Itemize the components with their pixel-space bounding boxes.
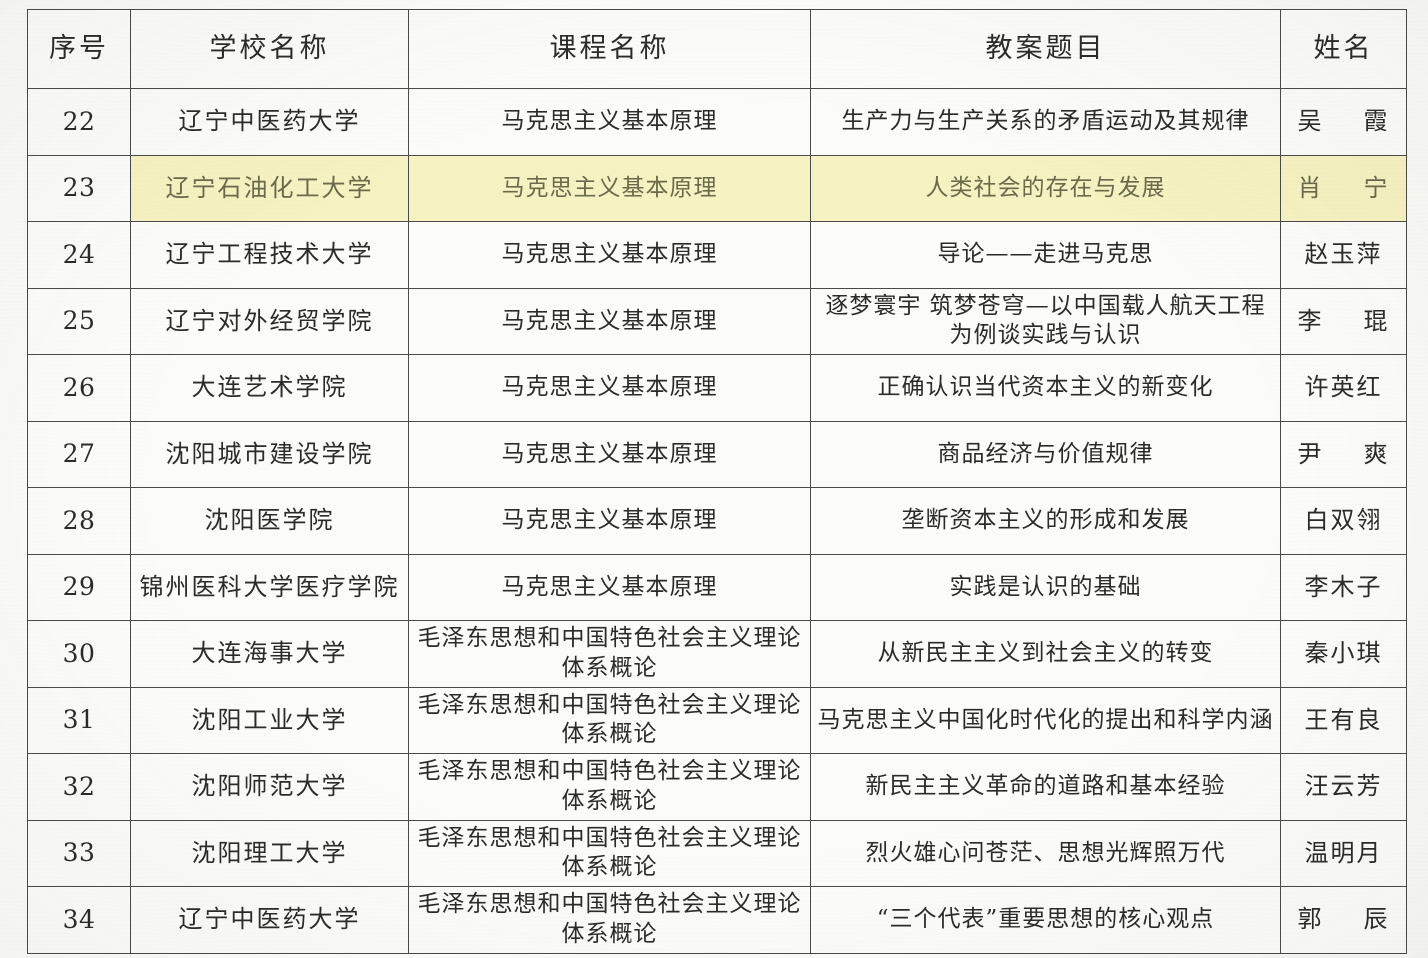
cell-sequence-number: 30 [27, 620, 131, 688]
cell-course-name: 毛泽东思想和中国特色社会主义理论体系概论 [408, 620, 811, 688]
cell-lesson-title: 正确认识当代资本主义的新变化 [810, 354, 1281, 422]
cell-teacher-name: 李木子 [1280, 553, 1407, 621]
cell-sequence-number: 23 [27, 154, 131, 222]
teacher-name-text: 郭辰 [1297, 905, 1390, 934]
table-row[interactable]: 31 沈阳工业大学 毛泽东思想和中国特色社会主义理论体系概论 马克思主义中国化时代化的… [27, 686, 1407, 754]
teaching-plan-table: 序号 学校名称 课程名称 教案题目 姓名 22 辽宁中医药大学 马克思主义基本原理生… [27, 9, 1407, 954]
cell-sequence-number: 34 [27, 886, 131, 954]
column-header-no: 序号 [27, 9, 131, 89]
cell-lesson-title: 人类社会的存在与发展 [810, 154, 1281, 222]
cell-sequence-number: 25 [27, 287, 131, 355]
cell-course-name: 马克思主义基本原理 [408, 354, 811, 422]
table-row[interactable]: 34 辽宁中医药大学 毛泽东思想和中国特色社会主义理论体系概论 “三个代表”重要思想的… [27, 886, 1407, 954]
cell-teacher-name: 李琨 [1280, 287, 1407, 355]
cell-sequence-number: 24 [27, 221, 131, 289]
cell-course-name: 马克思主义基本原理 [408, 88, 811, 156]
cell-school-name: 辽宁对外经贸学院 [130, 287, 409, 355]
cell-sequence-number: 26 [27, 354, 131, 422]
cell-lesson-title: 从新民主主义到社会主义的转变 [810, 620, 1281, 688]
cell-teacher-name: 郭辰 [1280, 886, 1407, 954]
cell-school-name: 辽宁工程技术大学 [130, 221, 409, 289]
cell-lesson-title: 垄断资本主义的形成和发展 [810, 487, 1281, 555]
cell-course-name: 毛泽东思想和中国特色社会主义理论体系概论 [408, 819, 811, 887]
teacher-name-text: 尹爽 [1297, 439, 1390, 468]
column-header-name: 姓名 [1280, 9, 1407, 89]
cell-lesson-title: “三个代表”重要思想的核心观点 [810, 886, 1281, 954]
table-row[interactable]: 29 锦州医科大学医疗学院 马克思主义基本原理 实践是认识的基础 李木子 [27, 553, 1407, 621]
cell-course-name: 毛泽东思想和中国特色社会主义理论体系概论 [408, 886, 811, 954]
cell-sequence-number: 33 [27, 819, 131, 887]
cell-teacher-name: 汪云芳 [1280, 753, 1407, 821]
column-header-school: 学校名称 [130, 9, 409, 89]
table-row[interactable]: 25 辽宁对外经贸学院 马克思主义基本原理 逐梦寰宇 筑梦苍穹—以中国载人航天工程为例… [27, 287, 1407, 355]
cell-teacher-name: 白双翎 [1280, 487, 1407, 555]
teacher-name-text: 吴霞 [1297, 107, 1390, 136]
cell-lesson-title: 烈火雄心问苍茫、思想光辉照万代 [810, 819, 1281, 887]
cell-school-name: 大连海事大学 [130, 620, 409, 688]
table-row[interactable]: 28 沈阳医学院 马克思主义基本原理 垄断资本主义的形成和发展 白双翎 [27, 487, 1407, 555]
table-row[interactable]: 22 辽宁中医药大学 马克思主义基本原理 生产力与生产关系的矛盾运动及其规律 吴霞 [27, 88, 1407, 156]
cell-school-name: 大连艺术学院 [130, 354, 409, 422]
cell-teacher-name: 许英红 [1280, 354, 1407, 422]
cell-teacher-name: 秦小琪 [1280, 620, 1407, 688]
column-header-course: 课程名称 [408, 9, 811, 89]
cell-teacher-name: 赵玉萍 [1280, 221, 1407, 289]
table-row[interactable]: 30 大连海事大学 毛泽东思想和中国特色社会主义理论体系概论 从新民主主义到社会主义的… [27, 620, 1407, 688]
table-row[interactable]: 27 沈阳城市建设学院 马克思主义基本原理 商品经济与价值规律 尹爽 [27, 420, 1407, 488]
cell-course-name: 马克思主义基本原理 [408, 221, 811, 289]
cell-lesson-title: 新民主主义革命的道路和基本经验 [810, 753, 1281, 821]
cell-teacher-name: 尹爽 [1280, 420, 1407, 488]
cell-course-name: 马克思主义基本原理 [408, 154, 811, 222]
cell-lesson-title: 逐梦寰宇 筑梦苍穹—以中国载人航天工程为例谈实践与认识 [810, 287, 1281, 355]
cell-course-name: 马克思主义基本原理 [408, 553, 811, 621]
cell-sequence-number: 32 [27, 753, 131, 821]
table-container: 序号 学校名称 课程名称 教案题目 姓名 22 辽宁中医药大学 马克思主义基本原理生… [27, 9, 1407, 954]
cell-school-name: 沈阳城市建设学院 [130, 420, 409, 488]
column-header-title: 教案题目 [810, 9, 1281, 89]
cell-lesson-title: 实践是认识的基础 [810, 553, 1281, 621]
cell-lesson-title: 商品经济与价值规律 [810, 420, 1281, 488]
table-body: 22 辽宁中医药大学 马克思主义基本原理 生产力与生产关系的矛盾运动及其规律 吴霞 23 辽… [27, 88, 1407, 954]
cell-school-name: 辽宁中医药大学 [130, 88, 409, 156]
table-row[interactable]: 32 沈阳师范大学 毛泽东思想和中国特色社会主义理论体系概论 新民主主义革命的道路和基… [27, 753, 1407, 821]
cell-lesson-title: 导论——走进马克思 [810, 221, 1281, 289]
header-row: 序号 学校名称 课程名称 教案题目 姓名 [27, 9, 1407, 89]
cell-school-name: 辽宁中医药大学 [130, 886, 409, 954]
table-header: 序号 学校名称 课程名称 教案题目 姓名 [27, 9, 1407, 89]
table-row[interactable]: 23 辽宁石油化工大学 马克思主义基本原理 人类社会的存在与发展 肖宁 [27, 154, 1407, 222]
cell-sequence-number: 31 [27, 686, 131, 754]
cell-teacher-name: 温明月 [1280, 819, 1407, 887]
cell-teacher-name: 吴霞 [1280, 88, 1407, 156]
cell-lesson-title: 马克思主义中国化时代化的提出和科学内涵 [810, 686, 1281, 754]
cell-sequence-number: 28 [27, 487, 131, 555]
cell-course-name: 马克思主义基本原理 [408, 287, 811, 355]
cell-school-name: 沈阳工业大学 [130, 686, 409, 754]
table-row[interactable]: 24 辽宁工程技术大学 马克思主义基本原理 导论——走进马克思 赵玉萍 [27, 221, 1407, 289]
cell-teacher-name: 王有良 [1280, 686, 1407, 754]
cell-course-name: 马克思主义基本原理 [408, 487, 811, 555]
cell-sequence-number: 22 [27, 88, 131, 156]
cell-course-name: 马克思主义基本原理 [408, 420, 811, 488]
cell-teacher-name: 肖宁 [1280, 154, 1407, 222]
cell-sequence-number: 27 [27, 420, 131, 488]
cell-school-name: 沈阳理工大学 [130, 819, 409, 887]
cell-school-name: 沈阳师范大学 [130, 753, 409, 821]
cell-school-name: 辽宁石油化工大学 [130, 154, 409, 222]
teacher-name-text: 肖宁 [1297, 173, 1390, 202]
cell-sequence-number: 29 [27, 553, 131, 621]
cell-school-name: 锦州医科大学医疗学院 [130, 553, 409, 621]
cell-school-name: 沈阳医学院 [130, 487, 409, 555]
cell-course-name: 毛泽东思想和中国特色社会主义理论体系概论 [408, 686, 811, 754]
cell-lesson-title: 生产力与生产关系的矛盾运动及其规律 [810, 88, 1281, 156]
teacher-name-text: 李琨 [1297, 306, 1390, 335]
table-row[interactable]: 33 沈阳理工大学 毛泽东思想和中国特色社会主义理论体系概论 烈火雄心问苍茫、思想光辉… [27, 819, 1407, 887]
table-row[interactable]: 26 大连艺术学院 马克思主义基本原理 正确认识当代资本主义的新变化 许英红 [27, 354, 1407, 422]
cell-course-name: 毛泽东思想和中国特色社会主义理论体系概论 [408, 753, 811, 821]
